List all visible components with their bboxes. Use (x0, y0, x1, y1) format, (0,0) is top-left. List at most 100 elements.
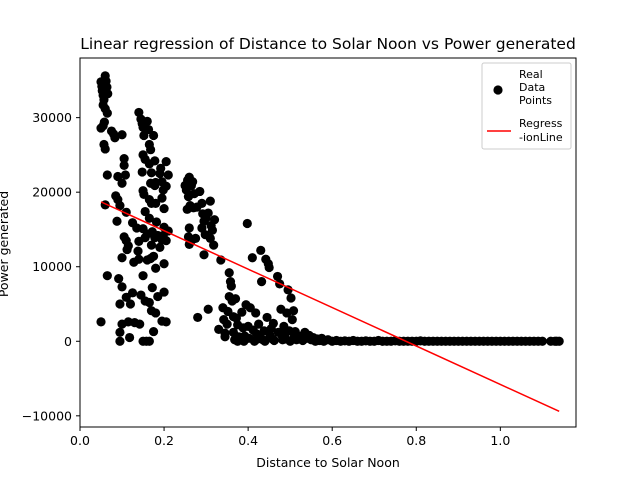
data-point (146, 253, 156, 264)
data-point (159, 203, 169, 214)
data-point (127, 288, 138, 298)
data-point (146, 168, 157, 178)
data-point (203, 208, 213, 218)
data-point (138, 271, 148, 281)
data-point (268, 318, 278, 328)
data-point (115, 299, 125, 309)
data-point (554, 336, 564, 346)
data-point (230, 294, 241, 304)
legend-label-real-data-points: Points (519, 94, 552, 107)
data-point (150, 180, 160, 191)
data-point (209, 240, 219, 250)
data-point (184, 239, 194, 249)
data-point (242, 218, 252, 229)
data-point (161, 236, 171, 246)
data-point (150, 156, 160, 166)
x-tick-label: 0.4 (238, 433, 258, 448)
data-point (203, 304, 213, 314)
data-point (115, 327, 125, 337)
data-point (96, 123, 106, 133)
data-point (262, 312, 272, 323)
data-point (144, 213, 154, 223)
data-point (190, 233, 201, 243)
data-point (151, 308, 161, 318)
y-tick-label: 20000 (32, 185, 72, 200)
data-point (151, 217, 162, 227)
data-point (142, 116, 152, 126)
data-point (151, 263, 161, 273)
y-tick-label: 10000 (32, 259, 72, 274)
data-point (150, 233, 160, 243)
data-point (96, 317, 106, 327)
y-tick-label: −10000 (22, 408, 72, 423)
data-point (110, 133, 120, 143)
data-point (135, 319, 145, 329)
data-point (159, 259, 169, 269)
data-point (133, 246, 143, 256)
data-point (286, 293, 296, 303)
data-point (264, 262, 274, 273)
data-point (114, 274, 124, 284)
data-point (207, 225, 218, 235)
x-tick-label: 0.6 (322, 433, 342, 448)
data-point (205, 196, 215, 206)
data-point (117, 178, 127, 188)
data-point (161, 181, 171, 191)
x-tick-label: 0.2 (154, 433, 174, 448)
data-point (197, 198, 207, 208)
data-point (148, 326, 159, 337)
regression-line (100, 201, 560, 413)
data-point (256, 277, 267, 287)
data-point (117, 282, 127, 292)
data-point (156, 163, 166, 173)
data-point (146, 240, 157, 250)
data-point (137, 167, 147, 177)
plot-frame (79, 57, 577, 428)
data-point (256, 245, 266, 255)
legend-box (481, 62, 572, 150)
data-point (226, 281, 236, 291)
legend-label-regression-line: Regress (519, 117, 563, 130)
data-point (183, 232, 194, 242)
data-point (103, 89, 113, 99)
legend-label-real-data-points: Data (519, 81, 545, 94)
data-point (120, 170, 130, 180)
data-point (102, 82, 112, 92)
x-tick-label: 1.0 (490, 433, 510, 448)
data-point (288, 306, 299, 316)
x-tick-label: 0.0 (70, 433, 90, 448)
data-point (220, 332, 230, 342)
data-point (119, 160, 129, 170)
legend-label-regression-line: -ionLine (519, 131, 563, 144)
x-tick-label: 0.8 (406, 433, 426, 448)
data-point (157, 193, 167, 203)
y-tick-label: 0 (64, 334, 72, 349)
data-point (269, 335, 279, 346)
data-point (195, 186, 205, 197)
data-point (247, 253, 257, 263)
data-point (209, 215, 220, 225)
data-point (199, 250, 209, 260)
data-point (102, 170, 112, 180)
data-point (147, 283, 157, 293)
x-axis: 0.0 0.2 0.4 0.6 0.8 1.0 (70, 427, 510, 448)
y-tick-label: 30000 (32, 110, 72, 125)
data-point (134, 254, 144, 264)
data-point (222, 319, 232, 329)
data-point (102, 271, 112, 281)
data-point (251, 308, 261, 318)
data-point (148, 130, 159, 141)
y-axis-label: Power generated (0, 191, 11, 297)
data-point (193, 312, 203, 323)
data-point (237, 307, 247, 317)
data-point (161, 157, 171, 167)
data-point (146, 145, 156, 155)
data-point (144, 297, 154, 308)
data-point (115, 336, 125, 346)
data-point (119, 154, 129, 164)
data-point (115, 201, 125, 211)
data-point (122, 244, 132, 255)
data-point (140, 206, 150, 217)
data-point (113, 171, 123, 182)
